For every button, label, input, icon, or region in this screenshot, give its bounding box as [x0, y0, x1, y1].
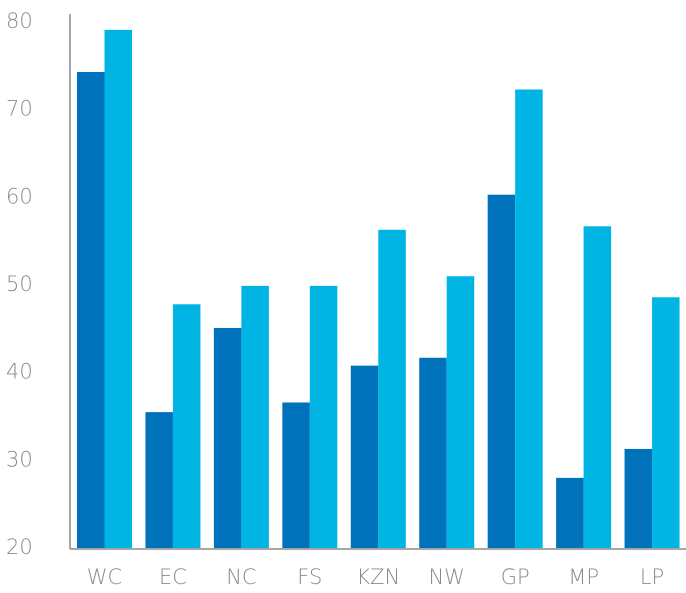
y-tick-label: 40 [6, 360, 33, 384]
bar [282, 402, 310, 548]
y-tick-label: 70 [6, 97, 33, 121]
bar [624, 448, 653, 548]
bar [515, 89, 543, 549]
x-tick-label: EC [159, 565, 187, 589]
bar [350, 365, 379, 548]
bar [419, 357, 447, 548]
y-tick-label: 20 [6, 535, 33, 559]
bar [652, 297, 680, 548]
bar [583, 226, 612, 548]
x-tick-label: NC [226, 565, 256, 589]
bar [309, 285, 338, 548]
x-tick-label: NW [428, 565, 464, 589]
bar [556, 477, 584, 548]
bar [104, 29, 132, 548]
y-tick-label: 50 [6, 272, 33, 296]
bar [446, 276, 475, 548]
x-tick-label: WC [87, 565, 122, 589]
y-tick-label: 80 [6, 9, 33, 33]
x-tick-label: GP [501, 565, 530, 589]
y-tick-label: 30 [6, 447, 33, 471]
bar [77, 71, 105, 548]
x-tick-label: MP [568, 565, 599, 589]
bar [487, 194, 516, 548]
x-tick-label: LP [640, 565, 664, 589]
x-tick-label: KZN [356, 565, 400, 589]
x-tick-label: FS [297, 565, 322, 589]
bar [172, 304, 201, 548]
y-tick-label: 60 [6, 184, 33, 208]
bar [241, 285, 269, 548]
bar [213, 327, 242, 548]
bar [145, 412, 173, 548]
bar [378, 229, 406, 548]
